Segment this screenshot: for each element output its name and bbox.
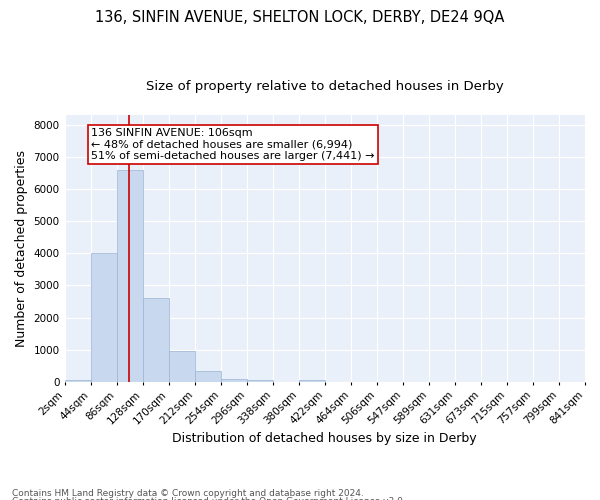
Bar bbox=[91, 254, 116, 382]
Bar bbox=[116, 170, 143, 382]
X-axis label: Distribution of detached houses by size in Derby: Distribution of detached houses by size … bbox=[172, 432, 477, 445]
Title: Size of property relative to detached houses in Derby: Size of property relative to detached ho… bbox=[146, 80, 503, 93]
Bar bbox=[65, 380, 91, 382]
Bar bbox=[247, 380, 273, 382]
Bar bbox=[169, 352, 195, 382]
Bar bbox=[195, 372, 221, 382]
Bar bbox=[143, 298, 169, 382]
Bar bbox=[221, 378, 247, 382]
Text: Contains HM Land Registry data © Crown copyright and database right 2024.: Contains HM Land Registry data © Crown c… bbox=[12, 488, 364, 498]
Text: 136, SINFIN AVENUE, SHELTON LOCK, DERBY, DE24 9QA: 136, SINFIN AVENUE, SHELTON LOCK, DERBY,… bbox=[95, 10, 505, 25]
Bar bbox=[299, 380, 325, 382]
Text: 136 SINFIN AVENUE: 106sqm
← 48% of detached houses are smaller (6,994)
51% of se: 136 SINFIN AVENUE: 106sqm ← 48% of detac… bbox=[91, 128, 375, 161]
Y-axis label: Number of detached properties: Number of detached properties bbox=[15, 150, 28, 347]
Text: Contains public sector information licensed under the Open Government Licence v3: Contains public sector information licen… bbox=[12, 497, 406, 500]
